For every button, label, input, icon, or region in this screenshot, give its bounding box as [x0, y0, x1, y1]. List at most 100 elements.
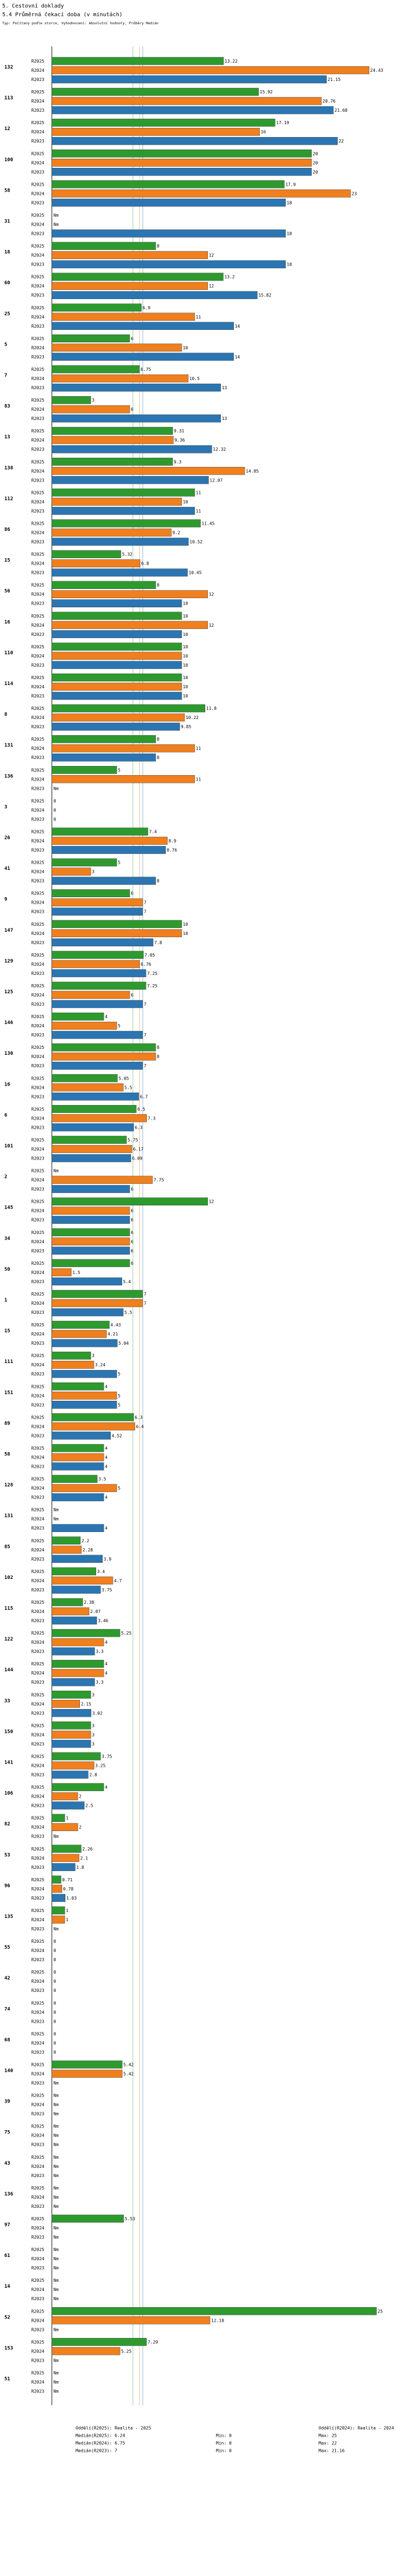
bar-r2023 [51, 568, 188, 577]
value-label: 4 [105, 1640, 107, 1645]
category-label: 138 [4, 465, 13, 471]
series-label: R2024 [31, 99, 44, 104]
bar-r2024 [51, 1237, 130, 1246]
series-label: R2025 [31, 768, 44, 772]
missing-value-label: Nm [53, 786, 59, 791]
bar-r2025 [51, 1074, 118, 1082]
bar-r2025 [51, 1320, 110, 1329]
category-label: 75 [4, 2130, 10, 2136]
series-label: R2023 [31, 324, 44, 329]
category-label: 153 [4, 2345, 13, 2351]
category-group: 39 R2025 Nm R2024 Nm R2023 Nm [4, 2093, 59, 2117]
value-label: 6 [131, 1249, 133, 1253]
bar-r2025 [51, 1351, 91, 1360]
missing-value-label: Nm [53, 2358, 59, 2363]
value-label: 0 [53, 2010, 56, 2015]
series-label: R2023 [31, 1557, 44, 1562]
value-label: 4 [105, 1446, 107, 1451]
bar-r2023 [51, 599, 182, 607]
bar-r2023 [51, 692, 182, 700]
value-label: 5.05 [118, 1076, 129, 1081]
category-label: 141 [4, 1760, 13, 1766]
value-label: 0 [53, 1939, 56, 1944]
category-label: 100 [4, 157, 13, 162]
category-label: 13 [4, 435, 10, 440]
series-label: R2024 [31, 160, 44, 165]
value-label: 6.75 [140, 367, 151, 372]
series-label: R2025 [31, 306, 44, 310]
missing-value-label: Nm [53, 2380, 59, 2385]
series-label: R2023 [31, 2266, 44, 2270]
value-label: 22 [339, 139, 344, 144]
bar-r2024 [51, 929, 182, 938]
bar-r2025 [51, 1875, 62, 1884]
bar-r2023 [51, 1000, 143, 1008]
series-label: R2024 [31, 808, 44, 812]
series-label: R2025 [31, 367, 44, 372]
category-group: 31 R2025 Nm R2024 Nm R2023 18 [4, 213, 292, 238]
series-label: R2023 [31, 786, 44, 791]
bar-r2024 [51, 1330, 107, 1338]
value-label: 6 [131, 993, 133, 998]
bar-r2025 [51, 1382, 104, 1391]
value-label: 25 [377, 2309, 383, 2314]
value-label: 21.68 [334, 108, 347, 113]
bar-r2024 [51, 1360, 94, 1369]
bar-r2024 [51, 837, 168, 845]
category-label: 60 [4, 281, 10, 286]
missing-value-label: Nm [53, 2287, 59, 2292]
value-label: 10.45 [188, 571, 201, 575]
value-label: 7.25 [147, 971, 157, 976]
series-label: R2023 [31, 2389, 44, 2394]
series-label: R2025 [31, 830, 44, 835]
category-group: 18 R2025 8 R2024 12 R2023 18 [4, 242, 292, 268]
bar-r2023 [51, 1031, 143, 1039]
bar-r2023 [51, 1801, 85, 1809]
series-label: R2024 [31, 130, 44, 134]
value-label: 0 [53, 817, 56, 822]
series-label: R2024 [31, 962, 44, 967]
series-label: R2024 [31, 284, 44, 289]
value-label: 0.71 [62, 1877, 72, 1882]
value-label: 3.46 [98, 1618, 108, 1623]
value-label: 6.09 [132, 1156, 142, 1161]
category-group: 89 R2025 6.3 R2024 6.4 R2023 4.52 [4, 1413, 144, 1440]
series-label: R2024 [31, 499, 44, 504]
value-label: 4 [105, 1495, 107, 1500]
series-label: R2024 [31, 870, 44, 875]
series-label: R2025 [31, 1662, 44, 1666]
category-group: 125 R2025 7.25 R2024 6 R2023 7 [4, 981, 158, 1008]
series-label: R2024 [31, 222, 44, 227]
bar-r2025 [51, 1228, 130, 1237]
series-label: R2025 [31, 645, 44, 649]
value-label: 10 [183, 694, 188, 699]
series-label: R2025 [31, 798, 44, 803]
chart-subtitle: Typ: Počítaný podle storce, Vyhodnocení:… [2, 21, 159, 25]
category-group: 136 R2025 5 R2024 11 R2023 Nm [4, 766, 201, 791]
value-label: 4.21 [107, 1332, 118, 1337]
series-label: R2023 [31, 1465, 44, 1469]
value-label: 6 [131, 336, 133, 341]
value-label: 20 [313, 170, 318, 174]
value-label: 0 [53, 798, 56, 803]
bar-r2024 [51, 1854, 79, 1862]
category-label: 55 [4, 1945, 10, 1950]
category-label: 125 [4, 989, 13, 995]
series-label: R2023 [31, 77, 44, 82]
category-group: 140 R2025 5.42 R2024 5.42 R2023 Nm [4, 2060, 134, 2086]
value-label: 7.29 [147, 2340, 158, 2344]
missing-value-label: Nm [53, 2143, 59, 2147]
series-label: R2024 [31, 191, 44, 196]
category-group: 110 R2025 10 R2024 10 R2023 10 [4, 642, 188, 669]
series-label: R2024 [31, 1486, 44, 1491]
series-label: R2024 [31, 438, 44, 443]
series-label: R2023 [31, 1804, 44, 1808]
value-label: 24.43 [370, 68, 383, 73]
category-label: 15 [4, 558, 10, 564]
category-group: 115 R2025 2.38 R2024 2.87 R2023 3.46 [4, 1598, 109, 1625]
bar-r2025 [51, 1567, 97, 1576]
category-group: 106 R2025 4 R2024 2 R2023 2.5 [4, 1783, 107, 1809]
bar-r2025 [51, 1259, 130, 1267]
series-label: R2023 [31, 2173, 44, 2178]
bar-r2023 [51, 969, 146, 978]
